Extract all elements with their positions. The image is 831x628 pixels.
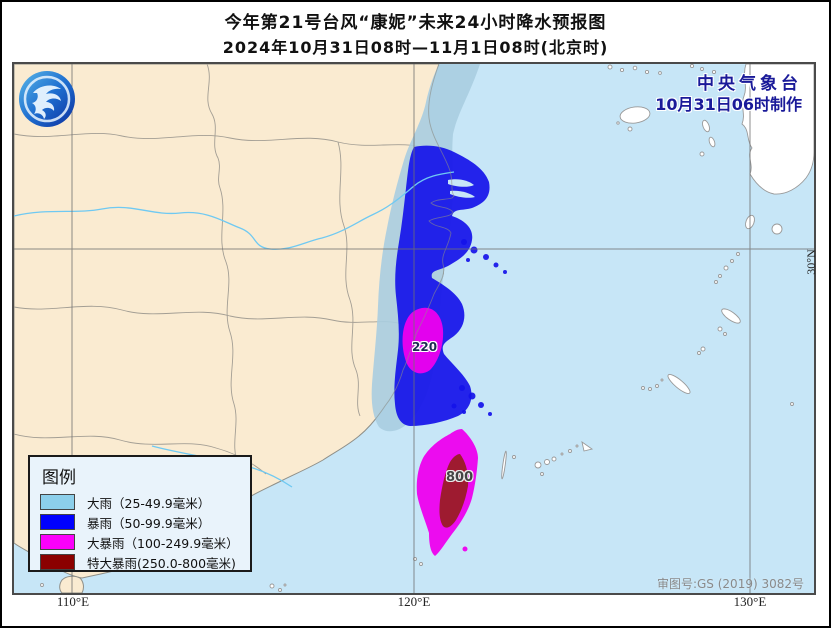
rainstorm-label: 暴雨（50-99.9毫米） [87, 515, 211, 531]
legend-title: 图例 [42, 468, 76, 488]
lon-label-110e: 110°E [56, 594, 90, 609]
page-title: 今年第21号台风“康妮”未来24小时降水预报图 [224, 13, 607, 33]
legend-row-extreme-rainstorm: 特大暴雨(250.0-800毫米) [40, 552, 250, 572]
jeju-island [619, 106, 651, 124]
legend-row-heavy-rainstorm: 大暴雨（100-249.9毫米） [40, 532, 250, 552]
lon-label-120e: 120°E [397, 594, 431, 609]
extreme-rainstorm-label: 特大暴雨(250.0-800毫米) [87, 555, 236, 571]
lat-label-30n: 30°N [804, 249, 818, 275]
extreme-rainstorm-swatch [40, 554, 75, 570]
yangtze-estuary [448, 179, 475, 198]
agency-name: 中央气象台 [697, 74, 802, 94]
coastline-overlay [358, 64, 455, 437]
legend-box: 图例 大雨（25-49.9毫米） 暴雨（50-99.9毫米） 大暴雨（100-2… [28, 455, 252, 572]
rain-extreme-storm-area [439, 454, 469, 528]
kyushu-japan [741, 64, 814, 195]
heavy-rainstorm-label: 大暴雨（100-249.9毫米） [87, 535, 239, 551]
heavy-rainstorm-swatch [40, 534, 75, 550]
map-review-number: 审图号:GS (2019) 3082号 [656, 577, 804, 591]
okinawa-island [667, 374, 691, 394]
logo-swirl [32, 85, 61, 119]
legend-row-rainstorm: 暴雨（50-99.9毫米） [40, 512, 250, 532]
lon-label-130e: 130°E [733, 594, 767, 609]
credit-block: 中央气象台 10月31日06时制作 [622, 74, 802, 115]
province-borders [14, 64, 427, 475]
foreign-land [40, 64, 814, 592]
page-subtitle: 2024年10月31日08时—11月1日08时(北京时) [222, 38, 609, 57]
issue-time: 10月31日06时制作 [655, 95, 802, 115]
value-label-220: 220 [412, 340, 438, 354]
legend-row-heavy-rain: 大雨（25-49.9毫米） [40, 492, 250, 512]
heavy-rain-swatch [40, 494, 75, 510]
amami-island [721, 308, 741, 324]
yellow-river [14, 171, 455, 250]
value-label-800: 800 [446, 470, 474, 485]
heavy-rain-label: 大雨（25-49.9毫米） [87, 495, 211, 511]
rainstorm-swatch [40, 514, 75, 530]
cma-logo [19, 71, 75, 127]
